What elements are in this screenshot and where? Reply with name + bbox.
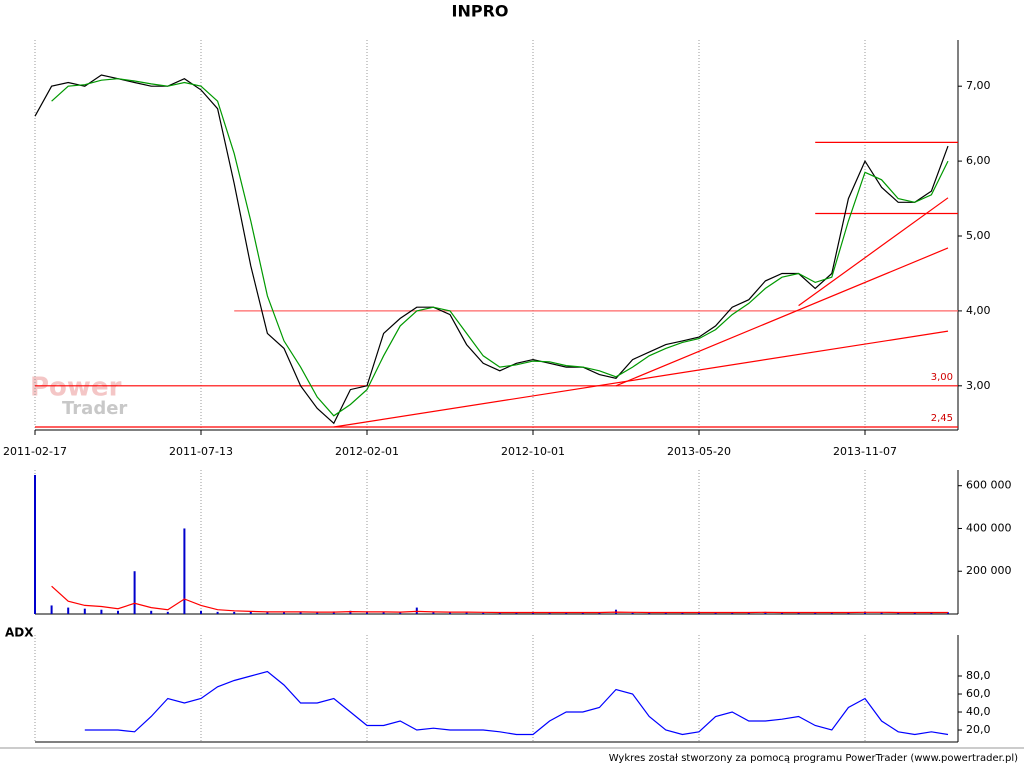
bar: [150, 610, 153, 614]
line-series: [51, 78, 949, 417]
bar: [465, 611, 468, 614]
bar: [598, 612, 601, 614]
bar: [648, 612, 651, 614]
bar: [482, 612, 485, 614]
bar: [432, 612, 435, 614]
y-tick-label: 4,00: [966, 304, 991, 317]
y-tick-label: 5,00: [966, 229, 991, 242]
watermark: Power: [30, 373, 122, 403]
bar: [947, 612, 949, 614]
x-tick-label: 2012-10-01: [501, 445, 565, 458]
bar: [897, 612, 900, 614]
y-tick-label: 6,00: [966, 154, 991, 167]
bar: [200, 610, 202, 614]
bar: [299, 611, 302, 614]
bar: [581, 612, 584, 614]
bar: [415, 607, 418, 614]
bar: [166, 611, 169, 614]
bar: [764, 611, 767, 614]
bar: [316, 612, 319, 614]
y-tick-label: 200 000: [966, 564, 1012, 577]
trendline: [798, 197, 949, 307]
trendline: [615, 247, 949, 387]
y-tick-label: 7,00: [966, 79, 991, 92]
bar: [548, 612, 551, 614]
y-tick-label: 60,0: [966, 687, 991, 700]
bar: [498, 612, 501, 614]
bar: [913, 612, 916, 614]
bar: [133, 571, 136, 614]
bar: [67, 607, 70, 614]
line-series: [84, 670, 949, 736]
x-tick-label: 2012-02-01: [335, 445, 399, 458]
bar: [565, 612, 568, 614]
bar: [183, 528, 186, 614]
y-tick-label: 20,0: [966, 723, 991, 736]
line-series: [51, 585, 948, 614]
bar: [880, 612, 883, 614]
bar: [781, 612, 783, 614]
hline-label: 3,00: [931, 372, 953, 383]
bar: [216, 611, 219, 614]
y-tick-label: 400 000: [966, 521, 1012, 534]
hline-label: 2,45: [931, 413, 953, 424]
bar: [117, 610, 119, 614]
x-tick-label: 2013-05-20: [667, 445, 731, 458]
bar: [233, 611, 236, 614]
bar: [664, 612, 667, 614]
bar: [681, 612, 684, 614]
bar: [797, 612, 800, 614]
bar: [515, 612, 518, 614]
x-tick-label: 2011-02-17: [3, 445, 67, 458]
bar: [366, 611, 368, 614]
bar: [814, 612, 817, 614]
bar: [283, 612, 285, 614]
y-tick-label: 80,0: [966, 669, 991, 682]
x-tick-label: 2011-07-13: [169, 445, 233, 458]
bar: [382, 611, 385, 614]
bar: [399, 612, 402, 614]
bar: [631, 612, 634, 614]
bar: [50, 605, 53, 614]
bar: [830, 612, 833, 614]
bar: [249, 611, 252, 614]
bar: [714, 612, 717, 614]
y-tick-label: 40,0: [966, 705, 991, 718]
bar: [34, 475, 36, 614]
bar: [698, 612, 700, 614]
bar: [532, 612, 534, 614]
bar: [731, 612, 734, 614]
line-series: [34, 74, 949, 425]
bar: [864, 611, 866, 614]
bar: [266, 611, 269, 614]
x-tick-label: 2013-11-07: [833, 445, 897, 458]
bar: [349, 610, 352, 614]
bar: [83, 608, 86, 614]
bar: [930, 612, 933, 614]
chart-title: INPRO: [452, 2, 509, 21]
bar: [332, 611, 335, 614]
bar: [100, 609, 103, 614]
bar: [449, 612, 451, 614]
adx-title: ADX: [5, 626, 34, 640]
trendline: [333, 330, 949, 428]
y-tick-label: 3,00: [966, 379, 991, 392]
watermark: Trader: [62, 398, 127, 419]
bar: [747, 612, 750, 614]
footer: Wykres został stworzony za pomocą progra…: [609, 753, 1018, 764]
bar: [847, 612, 850, 614]
y-tick-label: 600 000: [966, 479, 1012, 492]
